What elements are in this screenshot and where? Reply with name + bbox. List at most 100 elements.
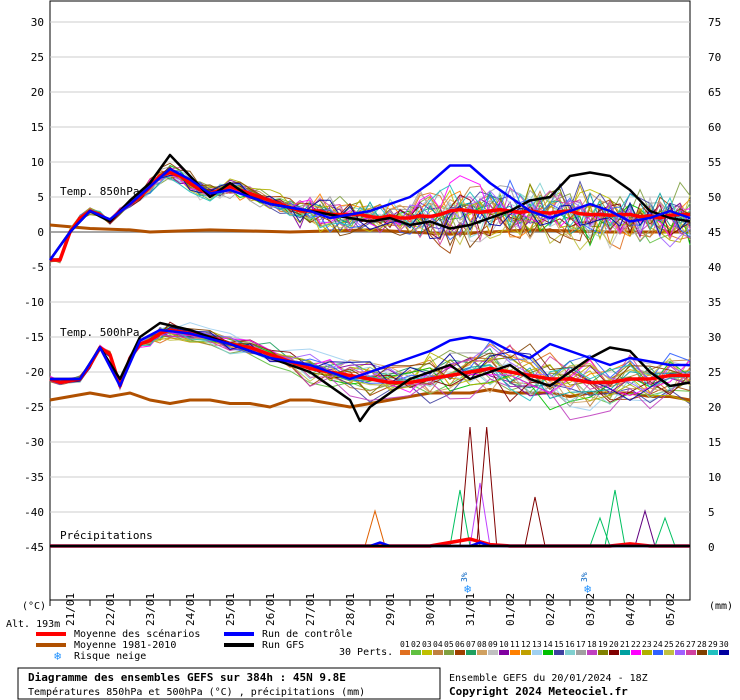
pert-swatch <box>598 650 608 655</box>
altitude-label: Alt. 193m <box>6 619 60 630</box>
pert-swatch <box>422 650 432 655</box>
t850-label: Temp. 850hPa <box>60 185 139 198</box>
pert-number: 11 <box>510 640 520 649</box>
pert-number: 05 <box>444 640 454 649</box>
legend-label: Moyenne 1981-2010 <box>74 640 176 651</box>
right-tick-label: 35 <box>708 296 721 309</box>
pert-swatch <box>565 650 575 655</box>
perturbation-line <box>49 170 691 263</box>
left-tick-label: -15 <box>24 331 44 344</box>
pert-swatch <box>466 650 476 655</box>
legend-label: Run de contrôle <box>262 628 352 640</box>
run-info: Ensemble GEFS du 20/01/2024 - 18Z <box>449 673 648 684</box>
pert-swatch <box>708 650 718 655</box>
pert-number: 13 <box>532 640 542 649</box>
left-tick-label: 10 <box>31 156 44 169</box>
x-tick-label: 22/01 <box>104 593 117 626</box>
pert-swatch <box>477 650 487 655</box>
x-tick-label: 01/02 <box>504 593 517 626</box>
pert-swatch <box>532 650 542 655</box>
pert-number: 12 <box>521 640 531 649</box>
x-tick-label: 29/01 <box>384 593 397 626</box>
x-tick-label: 03/02 <box>584 593 597 626</box>
x-tick-label: 30/01 <box>424 593 437 626</box>
pert-number: 25 <box>664 640 674 649</box>
right-tick-label: 65 <box>708 86 721 99</box>
series-gfs_850 <box>48 153 691 261</box>
pert-swatch <box>587 650 597 655</box>
snowflake-icon: ❄ <box>54 649 61 663</box>
right-tick-label: 40 <box>708 261 721 274</box>
precip-peak <box>449 489 471 547</box>
left-tick-label: 15 <box>31 121 44 134</box>
right-tick-label: 70 <box>708 51 721 64</box>
right-tick-label: 0 <box>708 541 715 554</box>
pert-number: 15 <box>554 640 564 649</box>
t500-label: Temp. 500hPa <box>60 326 139 339</box>
pert-swatch <box>521 650 531 655</box>
left-tick-label: -40 <box>24 506 44 519</box>
copyright: Copyright 2024 Meteociel.fr <box>449 685 628 698</box>
x-tick-label: 26/01 <box>264 593 277 626</box>
left-tick-label: -5 <box>31 261 44 274</box>
pert-number: 28 <box>697 640 707 649</box>
series-ctrl_850 <box>48 164 691 261</box>
precip-peak <box>524 496 546 547</box>
right-tick-label: 30 <box>708 331 721 344</box>
left-tick-label: -30 <box>24 436 44 449</box>
pert-swatch <box>620 650 630 655</box>
left-tick-label: -25 <box>24 401 44 414</box>
x-tick-label: 02/02 <box>544 593 557 626</box>
right-tick-label: 25 <box>708 366 721 379</box>
x-tick-label: 25/01 <box>224 593 237 626</box>
precip-peak <box>364 509 386 547</box>
pert-number: 30 <box>719 640 729 649</box>
pert-number: 04 <box>433 640 443 649</box>
right-tick-label: 10 <box>708 471 721 484</box>
pert-number: 24 <box>653 640 663 649</box>
legend-label: Moyenne des scénarios <box>74 628 200 640</box>
left-tick-label: 0 <box>37 226 44 239</box>
snow-risk-percent: 3% <box>460 572 469 582</box>
x-tick-label: 31/01 <box>464 593 477 626</box>
right-tick-label: 60 <box>708 121 721 134</box>
pert-number: 10 <box>499 640 509 649</box>
right-tick-label: 15 <box>708 436 721 449</box>
pert-number: 23 <box>642 640 652 649</box>
pert-swatch <box>411 650 421 655</box>
pert-swatch <box>499 650 509 655</box>
left-tick-label: 30 <box>31 16 44 29</box>
footer-subtitle: Températures 850hPa et 500hPa (°C) , pré… <box>28 686 365 698</box>
x-tick-label: 05/02 <box>664 593 677 626</box>
pert-number: 29 <box>708 640 718 649</box>
series-clim_850 <box>49 223 690 236</box>
pert-swatch <box>510 650 520 655</box>
snowflake-icon: ❄ <box>584 582 591 596</box>
pert-swatch <box>444 650 454 655</box>
pert-swatch <box>664 650 674 655</box>
left-tick-label: -45 <box>24 541 44 554</box>
pert-swatch <box>686 650 696 655</box>
x-tick-label: 23/01 <box>144 593 157 626</box>
snowflake-icon: ❄ <box>464 582 471 596</box>
pert-number: 07 <box>466 640 476 649</box>
pert-swatch <box>455 650 465 655</box>
footer-box: Diagramme des ensembles GEFS sur 384h : … <box>17 667 441 700</box>
left-tick-label: 20 <box>31 86 44 99</box>
pert-swatch <box>433 650 443 655</box>
right-tick-label: 50 <box>708 191 721 204</box>
plot-frame <box>49 0 691 601</box>
series-gfs_500 <box>50 321 691 423</box>
precip-peak <box>469 482 491 547</box>
x-tick-label: 21/01 <box>64 593 77 626</box>
pert-number: 19 <box>598 640 608 649</box>
pert-number: 14 <box>543 640 553 649</box>
right-tick-label: 20 <box>708 401 721 414</box>
precip-peak <box>604 489 626 547</box>
left-tick-label: 25 <box>31 51 44 64</box>
pert-swatch <box>576 650 586 655</box>
pert-number: 02 <box>411 640 421 649</box>
right-unit-label: (mm) <box>709 601 733 612</box>
precip-peak <box>634 509 656 547</box>
